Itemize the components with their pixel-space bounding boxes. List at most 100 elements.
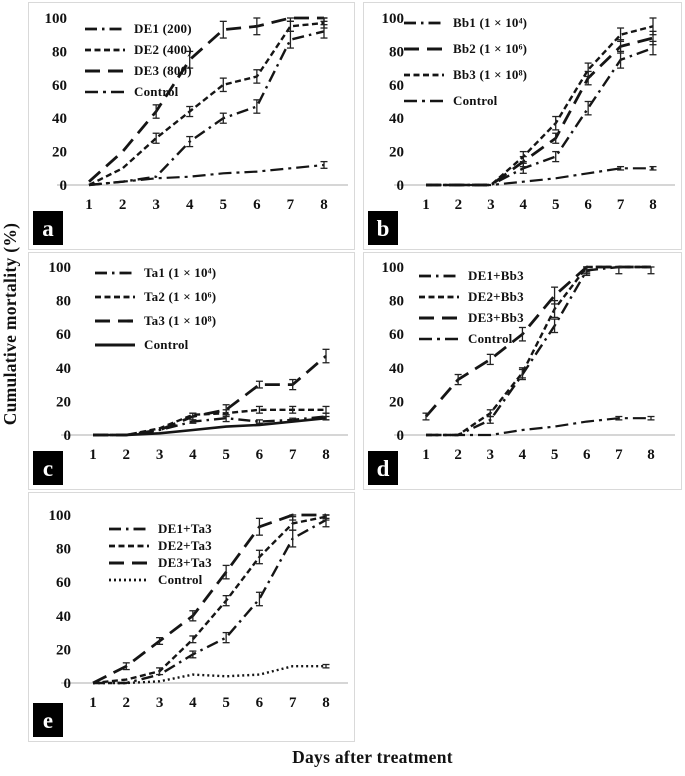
legend-c: Ta1 (1 × 10⁴) Ta2 (1 × 10⁶) Ta3 (1 × 10⁸) C… [94,261,216,357]
panel-b: 0 20 40 60 80 100 1 2 3 4 5 6 7 8 Bb1 (1 × 10⁴) Bb2 (1… [363,2,682,250]
error-bar [255,405,263,414]
legend-item: DE1+Bb3 [418,265,524,286]
y-axis-tick-label: 40 [389,111,404,127]
error-bar [222,564,230,580]
error-bar [152,104,160,119]
error-bar [583,266,591,275]
series-line [424,265,651,418]
x-axis-tick-label: 6 [253,197,261,213]
error-bar [615,266,623,275]
x-axis-tick-label: 7 [289,695,297,711]
x-axis-tick-label: 8 [649,197,657,213]
series-line [426,167,653,187]
error-bar [152,132,160,144]
series-line [92,515,327,685]
legend-item: DE2+Ta3 [108,537,212,554]
x-axis-tick-label: 1 [89,447,97,463]
x-axis-tick-label: 7 [289,447,297,463]
series-line [93,664,326,685]
x-axis-tick-label: 4 [186,197,194,213]
series-line [426,265,651,437]
legend-label: DE3+Bb3 [468,309,524,325]
x-axis-tick-label: 3 [156,695,164,711]
x-axis-tick-label: 5 [222,695,230,711]
y-axis-tick-label: 40 [56,361,71,377]
x-axis-tick-label: 7 [617,197,625,213]
legend-line-sample [404,47,444,51]
legend-line-sample [85,68,125,73]
x-axis-tick-label: 4 [189,695,197,711]
legend-item: Ta1 (1 × 10⁴) [94,261,216,285]
x-axis-tick-label: 8 [322,695,330,711]
y-axis-tick-label: 0 [397,178,405,194]
legend-line-sample [95,319,135,323]
error-bar [551,286,559,305]
y-axis-tick-label: 20 [56,642,71,658]
legend-item: Control [108,571,212,588]
y-axis-tick-label: 0 [60,178,68,194]
error-bar [322,415,330,421]
y-axis-tick-label: 40 [52,111,67,127]
error-bar [189,412,197,421]
error-bar [486,409,494,418]
chart-canvas-a: 0 20 40 60 80 100 1 2 3 4 5 6 7 8 [45,11,348,213]
x-axis-tick-label: 2 [123,695,130,711]
y-axis-tick-label: 80 [52,44,67,60]
error-bar [253,69,261,84]
x-axis-tick-label: 2 [119,197,127,213]
y-axis-tick-label: 20 [52,145,67,161]
error-bar [255,549,263,565]
chart-canvas-c: 0 20 40 60 80 100 1 2 3 4 5 6 7 8 [49,260,348,463]
error-bar [518,367,526,379]
error-bar [289,529,297,548]
legend-label: DE2+Bb3 [468,288,524,304]
panel-letter-label: d [376,455,390,481]
y-axis-tick-label: 40 [389,361,404,377]
x-axis-tick-label: 1 [85,197,93,213]
x-axis-tick-label: 6 [256,695,264,711]
legend-item: DE2+Bb3 [418,286,524,307]
error-bar [615,415,623,421]
legend-line-sample [404,99,444,103]
y-axis-tick-label: 100 [382,260,405,276]
legend-label: Control [134,83,179,99]
y-axis-tick-label: 0 [64,676,72,692]
chart-canvas-b: 0 20 40 60 80 100 1 2 3 4 5 6 7 8 [382,11,675,213]
legend-label: DE1+Ta3 [158,520,212,536]
error-bar [486,415,494,424]
x-axis-tick-label: 3 [487,447,495,463]
y-axis-tick-label: 100 [49,260,72,276]
x-axis-tick-label: 5 [551,447,559,463]
y-axis-tick-label: 20 [389,394,404,410]
legend-label: Control [468,330,513,346]
error-bar [454,373,462,386]
x-axis-tick-label: 7 [615,447,623,463]
error-bar [617,165,625,171]
x-axis-tick-label: 6 [584,197,592,213]
x-axis-tick-label: 1 [422,447,430,463]
legend-label: DE1+Bb3 [468,267,524,283]
legend-item: DE3 (800) [84,60,192,81]
error-bar [255,517,263,536]
error-bar [320,17,328,22]
x-axis-tick-label: 7 [287,197,295,213]
error-bar [486,353,494,366]
y-axis-tick-label: 100 [49,508,72,524]
y-axis-tick-label: 60 [389,78,404,94]
legend-label: Ta3 (1 × 10⁸) [144,313,217,328]
error-bar [289,378,297,391]
series-line [93,518,327,685]
series-line [88,16,324,183]
x-axis-tick-label: 1 [422,197,430,213]
panel-letter-label: a [42,215,54,241]
legend-line-sample [95,343,135,347]
panel-letter-label: e [42,707,54,733]
error-bar [551,318,559,334]
error-bar [255,380,263,389]
legend-label: DE3+Ta3 [158,554,212,570]
x-axis-tick-label: 3 [487,197,495,213]
x-axis-tick-label: 2 [454,447,462,463]
x-axis-tick-label: 5 [220,197,228,213]
legend-line-sample [419,337,459,340]
error-bar [156,667,164,676]
